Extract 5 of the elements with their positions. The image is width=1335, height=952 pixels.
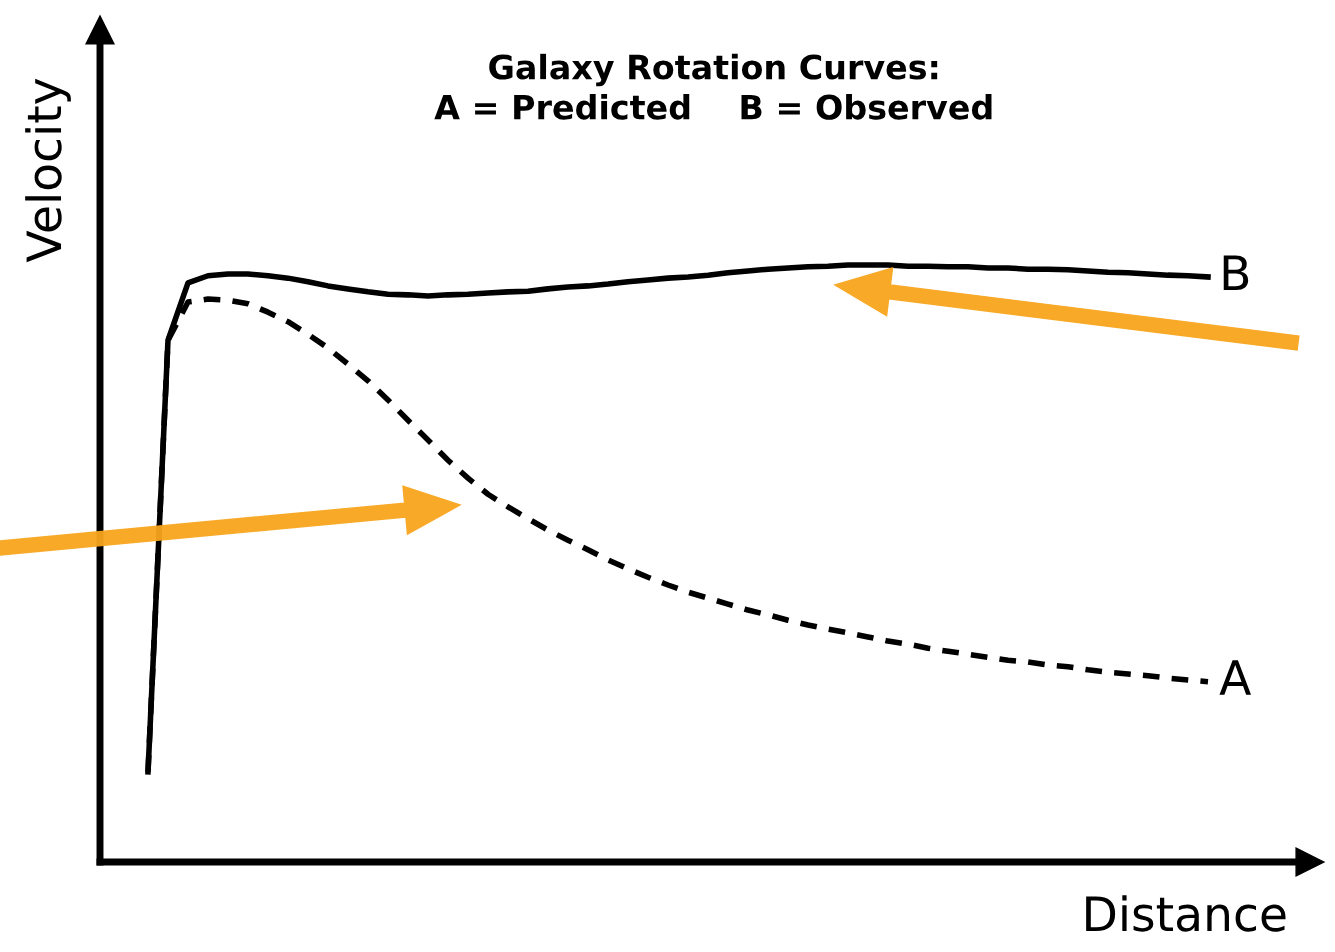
chart-title: Galaxy Rotation Curves: A = Predicted B = Observed bbox=[434, 53, 992, 120]
series-label: A bbox=[1219, 660, 1252, 695]
series-label: B bbox=[1223, 255, 1249, 290]
x-axis-title: Distance bbox=[1086, 895, 1286, 932]
y-axis-title: Velocity bbox=[25, 78, 71, 263]
